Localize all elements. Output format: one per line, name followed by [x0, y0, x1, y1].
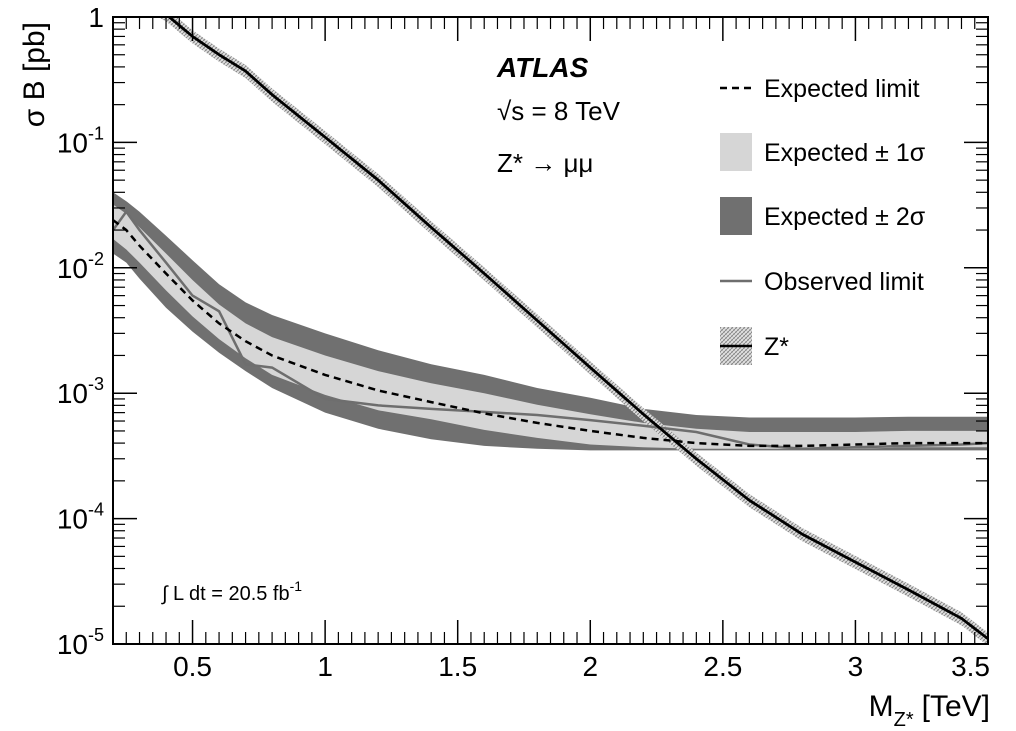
luminosity-exponent: -1	[290, 578, 303, 594]
y-tick-label: 1	[88, 2, 104, 33]
y-tick-base: 10	[57, 378, 88, 409]
legend-label: Z*	[764, 333, 789, 361]
x-axis-label: MZ* [TeV]	[869, 690, 990, 731]
y-tick-label: 10-1	[57, 123, 104, 158]
luminosity-label: ∫ L dt = 20.5 fb-1	[161, 578, 302, 605]
luminosity-text: ∫ L dt = 20.5 fb	[161, 583, 290, 605]
legend: Expected limit Expected ± 1σ Expected ± 2σ…	[720, 75, 926, 365]
x-tick-label: 0.5	[173, 651, 212, 682]
legend-item: Z*	[720, 327, 789, 365]
process-label: Z* → μμ	[497, 148, 593, 178]
legend-label: Expected limit	[764, 75, 920, 103]
x-axis-label-sub: Z*	[894, 709, 914, 731]
y-tick-label: 10-2	[57, 249, 104, 284]
x-tick-label: 1	[317, 651, 333, 682]
x-tick-label: 2	[582, 651, 598, 682]
legend-label: Observed limit	[764, 268, 924, 296]
expected-1sigma-band	[113, 204, 988, 449]
energy-label: √s = 8 TeV	[497, 96, 621, 126]
y-tick-base: 1	[88, 2, 104, 33]
legend-item: Expected ± 2σ	[720, 197, 926, 235]
legend-swatch-2sigma	[720, 197, 752, 235]
y-tick-exponent: -4	[88, 500, 104, 520]
legend-item: Observed limit	[720, 268, 924, 296]
y-tick-base: 10	[57, 629, 88, 660]
atlas-label: ATLAS	[496, 52, 589, 83]
y-tick-label: 10-3	[57, 374, 104, 409]
x-axis-label-unit: [TeV]	[922, 690, 990, 723]
legend-label: Expected ± 1σ	[764, 139, 926, 167]
legend-item: Expected limit	[720, 75, 920, 103]
y-tick-base: 10	[57, 127, 88, 158]
x-tick-label: 3	[848, 651, 864, 682]
y-axis-label: σ B [pb]	[18, 22, 51, 127]
x-tick-label: 2.5	[703, 651, 742, 682]
legend-item: Expected ± 1σ	[720, 133, 926, 171]
y-tick-exponent: -3	[88, 374, 104, 394]
y-tick-exponent: -5	[88, 625, 104, 645]
legend-swatch-1sigma	[720, 133, 752, 171]
x-axis-label-main: M	[869, 690, 894, 723]
observed-limit-line	[113, 209, 988, 451]
y-tick-exponent: -1	[88, 123, 104, 143]
theory-uncertainty-band	[157, 17, 988, 644]
y-tick-labels: 110-110-210-310-410-5	[57, 2, 104, 660]
y-tick-base: 10	[57, 504, 88, 535]
y-tick-label: 10-4	[57, 500, 104, 535]
y-tick-base: 10	[57, 253, 88, 284]
axes	[112, 16, 989, 645]
y-tick-label: 10-5	[57, 625, 104, 660]
legend-label: Expected ± 2σ	[764, 203, 926, 231]
x-tick-labels: 0.5 1 1.5 2 2.5 3 3.5	[173, 651, 990, 682]
x-tick-label: 1.5	[438, 651, 477, 682]
x-tick-label: 3.5	[951, 651, 990, 682]
y-tick-exponent: -2	[88, 249, 104, 269]
